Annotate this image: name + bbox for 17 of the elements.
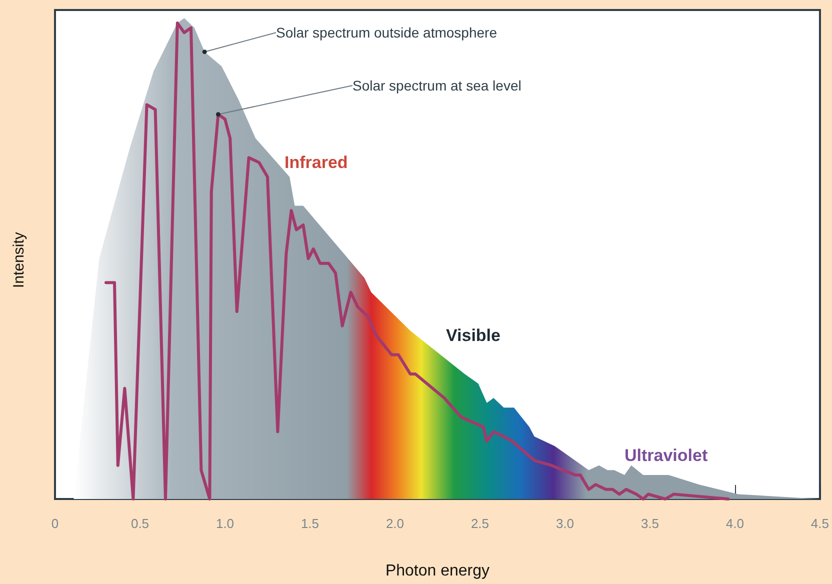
y-axis-title: Intensity (10, 232, 28, 288)
x-tick-label: 4.5 (810, 516, 830, 531)
annotation: Visible (446, 326, 500, 346)
x-tick-label: 1.0 (216, 516, 234, 531)
x-tick-label: 2.5 (470, 516, 490, 531)
x-tick-label: 3.0 (556, 516, 574, 531)
x-tick-label: 2.0 (386, 516, 404, 531)
x-tick-label: 0 (51, 516, 59, 531)
text: Solar spectrum at sea level (352, 77, 522, 94)
annotation: Infrared (284, 152, 348, 172)
text: Solar spectrum outside atmosphere (276, 24, 498, 41)
x-tick-label: 1.5 (300, 516, 320, 531)
x-tick-label: 0.5 (130, 516, 150, 531)
annotation: Ultraviolet (624, 446, 708, 466)
x-tick-label: 4.0 (726, 516, 744, 531)
x-axis-title: Photon energy (385, 562, 490, 580)
x-tick-label: 3.5 (640, 516, 660, 531)
